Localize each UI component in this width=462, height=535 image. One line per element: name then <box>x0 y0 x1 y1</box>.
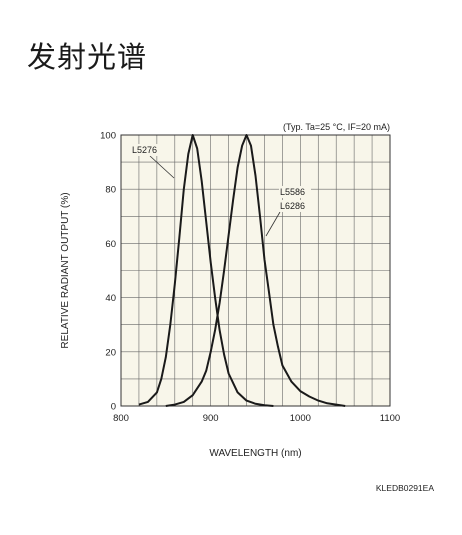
y-tick-label: 0 <box>111 402 116 413</box>
condition-note: (Typ. Ta=25 °C, IF=20 mA) <box>283 122 390 132</box>
series-line-1 <box>165 134 346 407</box>
page-title: 发射光谱 <box>27 40 148 74</box>
y-axis-ticks: 0 20 40 60 80 100 <box>100 131 116 413</box>
x-tick-label: 1100 <box>380 413 400 424</box>
y-tick-label: 100 <box>100 131 116 142</box>
x-tick-label: 800 <box>113 413 129 424</box>
label-bg-l5586 <box>279 186 311 198</box>
y-tick-label: 80 <box>105 185 116 196</box>
x-tick-label: 1000 <box>290 413 311 424</box>
x-axis-ticks: 800 900 1000 1100 <box>113 413 400 424</box>
y-tick-label: 20 <box>105 347 116 358</box>
grid <box>121 135 390 406</box>
figure-code: KLEDB0291EA <box>376 483 434 493</box>
series-layer <box>138 134 346 407</box>
label-leader-l5276 <box>149 155 175 179</box>
label-leader-l5586-l6286 <box>265 211 281 237</box>
plot-frame <box>120 134 391 407</box>
series-line-0 <box>138 134 274 407</box>
series-label-l6286: L6286 <box>280 201 305 211</box>
x-tick-label: 900 <box>203 413 219 424</box>
y-tick-label: 40 <box>105 293 116 304</box>
y-axis-title: RELATIVE RADIANT OUTPUT (%) <box>60 192 71 348</box>
series-label-l5276: L5276 <box>132 145 157 155</box>
y-tick-label: 60 <box>105 239 116 250</box>
x-axis-title: WAVELENGTH (nm) <box>209 448 301 459</box>
label-bg-l5276 <box>130 144 164 156</box>
label-bg-l6286 <box>279 200 311 212</box>
series-label-l5586: L5586 <box>280 187 305 197</box>
